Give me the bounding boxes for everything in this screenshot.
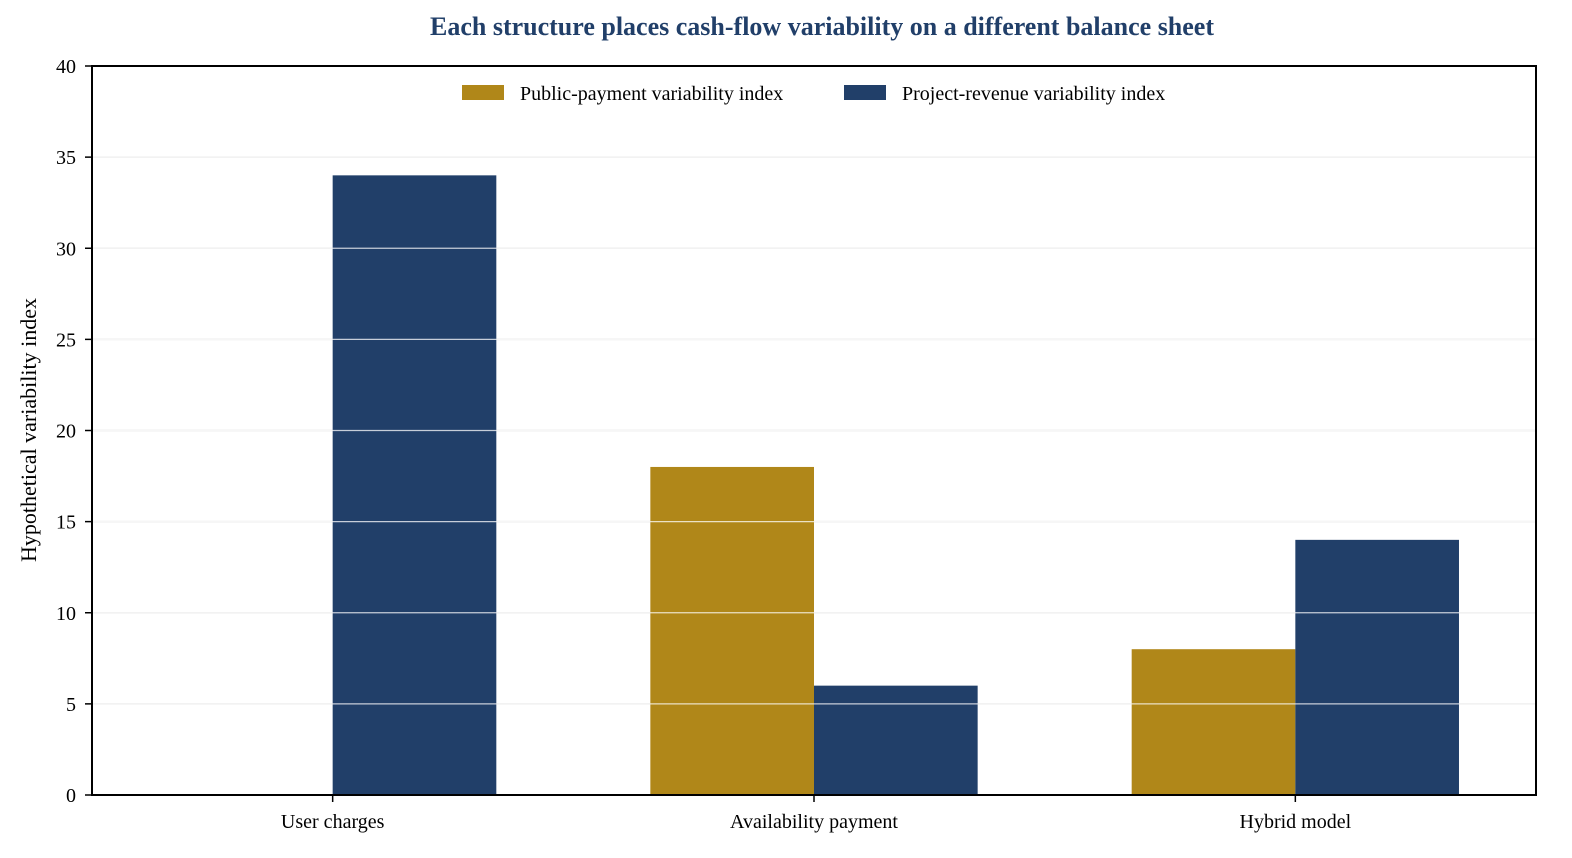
bar-public-payment-2 [650, 466, 814, 795]
bar-public-payment-3 [1131, 649, 1296, 795]
x-tick-label-2: Availability payment [730, 811, 898, 833]
gridlines-over-bars [92, 156, 1536, 705]
x-tick-label-1: User charges [281, 811, 385, 833]
bar-project-revenue-3 [1295, 539, 1459, 795]
y-tick-label-5: 5 [66, 694, 76, 716]
y-tick-label-40: 40 [56, 56, 76, 78]
bar-project-revenue-2 [814, 685, 978, 795]
tick-labels: 0 5 10 15 20 25 30 35 40 User charges Availability… [56, 56, 1352, 833]
x-tick-label-3: Hybrid model [1240, 811, 1352, 833]
legend-item-project-revenue: Project-revenue variability index [844, 83, 1165, 105]
y-axis-label: Hypothetical variability index [16, 298, 41, 562]
y-tick-label-25: 25 [56, 329, 76, 351]
chart-title: Each structure places cash-flow variabil… [430, 12, 1214, 41]
legend-swatch-2 [844, 85, 886, 100]
bar-project-revenue-1 [332, 175, 497, 796]
legend-item-public-payment: Public-payment variability index [462, 83, 783, 105]
y-tick-label-20: 20 [56, 421, 76, 443]
legend-label-1: Public-payment variability index [520, 83, 783, 105]
legend-swatch-1 [462, 85, 504, 100]
y-tick-label-15: 15 [56, 512, 76, 534]
bars [332, 175, 1459, 796]
y-tick-label-35: 35 [56, 147, 76, 169]
y-tick-label-10: 10 [56, 603, 76, 625]
legend: Public-payment variability index Project-… [462, 83, 1165, 105]
y-tick-label-30: 30 [56, 238, 76, 260]
legend-label-2: Project-revenue variability index [902, 83, 1165, 105]
y-tick-label-0: 0 [66, 785, 76, 807]
